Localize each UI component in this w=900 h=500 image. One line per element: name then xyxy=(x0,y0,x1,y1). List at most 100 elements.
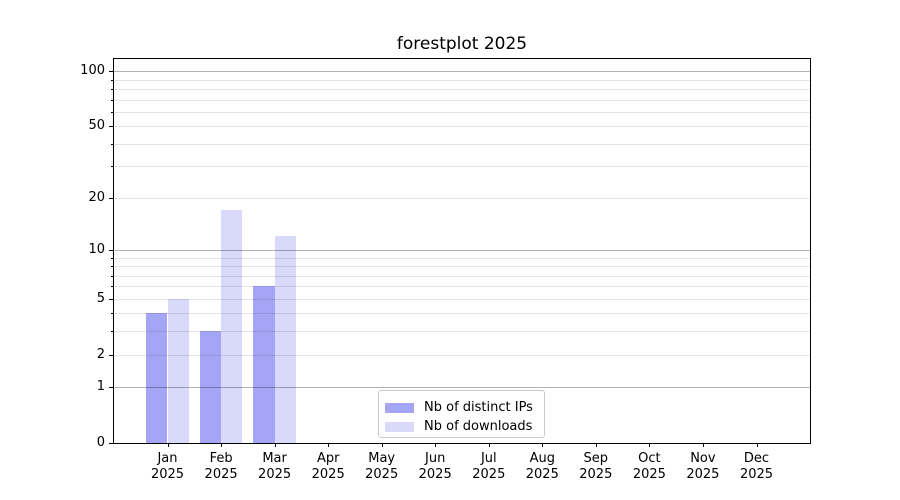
x-tick-label-year: 2025 xyxy=(525,467,559,482)
y-tick-label-100: 100 xyxy=(80,63,105,79)
bar-distinct-ips-feb xyxy=(199,331,222,443)
x-tick-label-year: 2025 xyxy=(739,467,774,482)
minor-gridline-9 xyxy=(114,257,810,259)
x-tick-label-month: Mar xyxy=(262,451,287,466)
minor-gridline-80 xyxy=(114,89,810,90)
y-minor-tick-mark-80 xyxy=(111,89,113,90)
legend-label-downloads: Nb of downloads xyxy=(424,419,533,434)
x-tick-label-month: May xyxy=(368,451,396,466)
grid-layer xyxy=(114,59,810,443)
y-tick-label-20: 20 xyxy=(88,189,105,205)
x-tick-label-dec: Dec 2025 xyxy=(712,451,802,483)
y-tick-mark-100 xyxy=(109,71,113,73)
bar-downloads-mar xyxy=(274,236,296,443)
minor-gridline-60 xyxy=(114,111,810,113)
y-minor-tick-mark-70 xyxy=(111,99,113,101)
x-tick-label-may: May 2025 xyxy=(337,451,427,483)
x-tick-label-month: Jul xyxy=(480,451,497,466)
x-tick-label-month: Jun xyxy=(425,451,446,466)
bar-distinct-ips-mar xyxy=(253,286,275,443)
legend-label-distinct-ips: Nb of distinct IPs xyxy=(424,400,533,415)
minor-gridline-40 xyxy=(114,143,810,145)
x-tick-label-month: Apr xyxy=(316,451,340,466)
y-tick-label-0: 0 xyxy=(96,435,105,450)
minor-gridline-4 xyxy=(114,313,810,315)
y-minor-tick-mark-90 xyxy=(111,79,113,81)
y-tick-label-5: 5 xyxy=(96,290,105,306)
minor-gridline-3 xyxy=(114,331,810,333)
y-minor-tick-mark-7 xyxy=(111,275,113,277)
y-tick-mark-0 xyxy=(109,443,113,444)
y-tick-mark-2 xyxy=(109,354,113,356)
minor-gridline-6 xyxy=(114,286,810,288)
minor-gridline-5 xyxy=(114,298,810,300)
legend-entry-distinct-ips: Nb of distinct IPs xyxy=(385,398,536,417)
x-tick-label-year: 2025 xyxy=(418,467,452,482)
y-tick-label-1: 1 xyxy=(96,379,105,395)
x-tick-label-jan: Jan 2025 xyxy=(123,451,213,483)
x-tick-label-month: Aug xyxy=(529,451,555,466)
bar-distinct-ips-jan xyxy=(146,313,168,443)
x-tick-label-month: Oct xyxy=(638,451,661,466)
minor-gridline-90 xyxy=(114,79,810,81)
y-tick-mark-5 xyxy=(109,298,113,300)
x-tick-mark-feb xyxy=(221,443,223,447)
x-tick-label-year: 2025 xyxy=(258,467,292,482)
x-tick-label-year: 2025 xyxy=(311,467,345,482)
x-tick-label-mar: Mar 2025 xyxy=(230,451,320,483)
x-tick-label-month: Nov xyxy=(690,451,716,466)
x-tick-mark-oct xyxy=(649,443,651,447)
x-tick-label-feb: Feb 2025 xyxy=(176,451,266,483)
y-minor-tick-mark-6 xyxy=(111,286,113,288)
y-minor-tick-mark-60 xyxy=(111,111,113,113)
x-tick-label-year: 2025 xyxy=(365,467,399,482)
x-tick-mark-aug xyxy=(542,443,544,447)
y-minor-tick-mark-4 xyxy=(111,313,113,315)
x-tick-label-month: Sep xyxy=(583,451,609,466)
legend-entry-downloads: Nb of downloads xyxy=(385,417,536,436)
x-tick-label-aug: Aug 2025 xyxy=(497,451,587,483)
legend-swatch-distinct-ips xyxy=(385,402,414,413)
chart-title: forestplot 2025 xyxy=(396,34,528,54)
x-tick-mark-may xyxy=(381,443,383,447)
minor-gridline-30 xyxy=(114,166,810,168)
major-gridline-100 xyxy=(114,71,810,73)
x-tick-label-oct: Oct 2025 xyxy=(604,451,694,483)
x-tick-label-month: Feb xyxy=(209,451,233,466)
y-minor-tick-mark-40 xyxy=(111,143,113,145)
x-tick-label-jul: Jul 2025 xyxy=(444,451,534,483)
x-tick-label-apr: Apr 2025 xyxy=(283,451,373,483)
y-minor-tick-mark-30 xyxy=(111,166,113,168)
legend: Nb of distinct IPs Nb of downloads xyxy=(378,390,545,438)
x-tick-mark-mar xyxy=(274,443,276,447)
minor-gridline-8 xyxy=(114,266,810,267)
y-tick-label-10: 10 xyxy=(88,241,105,257)
x-tick-mark-jan xyxy=(167,443,169,447)
legend-swatch-downloads xyxy=(385,421,414,432)
bars-layer xyxy=(114,59,810,443)
x-tick-label-year: 2025 xyxy=(150,467,185,482)
x-tick-label-month: Jan xyxy=(157,451,178,466)
x-tick-mark-apr xyxy=(328,443,330,447)
major-gridline-10 xyxy=(114,249,810,251)
bar-downloads-jan xyxy=(167,298,189,443)
x-tick-mark-sep xyxy=(595,443,597,447)
x-tick-label-year: 2025 xyxy=(579,467,613,482)
minor-gridline-70 xyxy=(114,99,810,101)
major-gridline-1 xyxy=(114,387,810,389)
x-tick-label-year: 2025 xyxy=(204,467,238,482)
x-tick-mark-jul xyxy=(488,443,490,447)
minor-gridline-20 xyxy=(114,197,810,199)
bar-downloads-feb xyxy=(221,210,243,443)
x-tick-label-jun: Jun 2025 xyxy=(390,451,480,483)
y-tick-mark-20 xyxy=(109,197,113,199)
x-tick-label-year: 2025 xyxy=(686,467,720,482)
x-tick-mark-dec xyxy=(756,443,758,447)
minor-gridline-7 xyxy=(114,275,810,277)
y-tick-mark-50 xyxy=(109,126,113,128)
x-tick-label-nov: Nov 2025 xyxy=(658,451,748,483)
y-tick-mark-10 xyxy=(109,249,113,251)
y-tick-mark-1 xyxy=(109,387,113,389)
y-minor-tick-mark-9 xyxy=(111,257,113,259)
